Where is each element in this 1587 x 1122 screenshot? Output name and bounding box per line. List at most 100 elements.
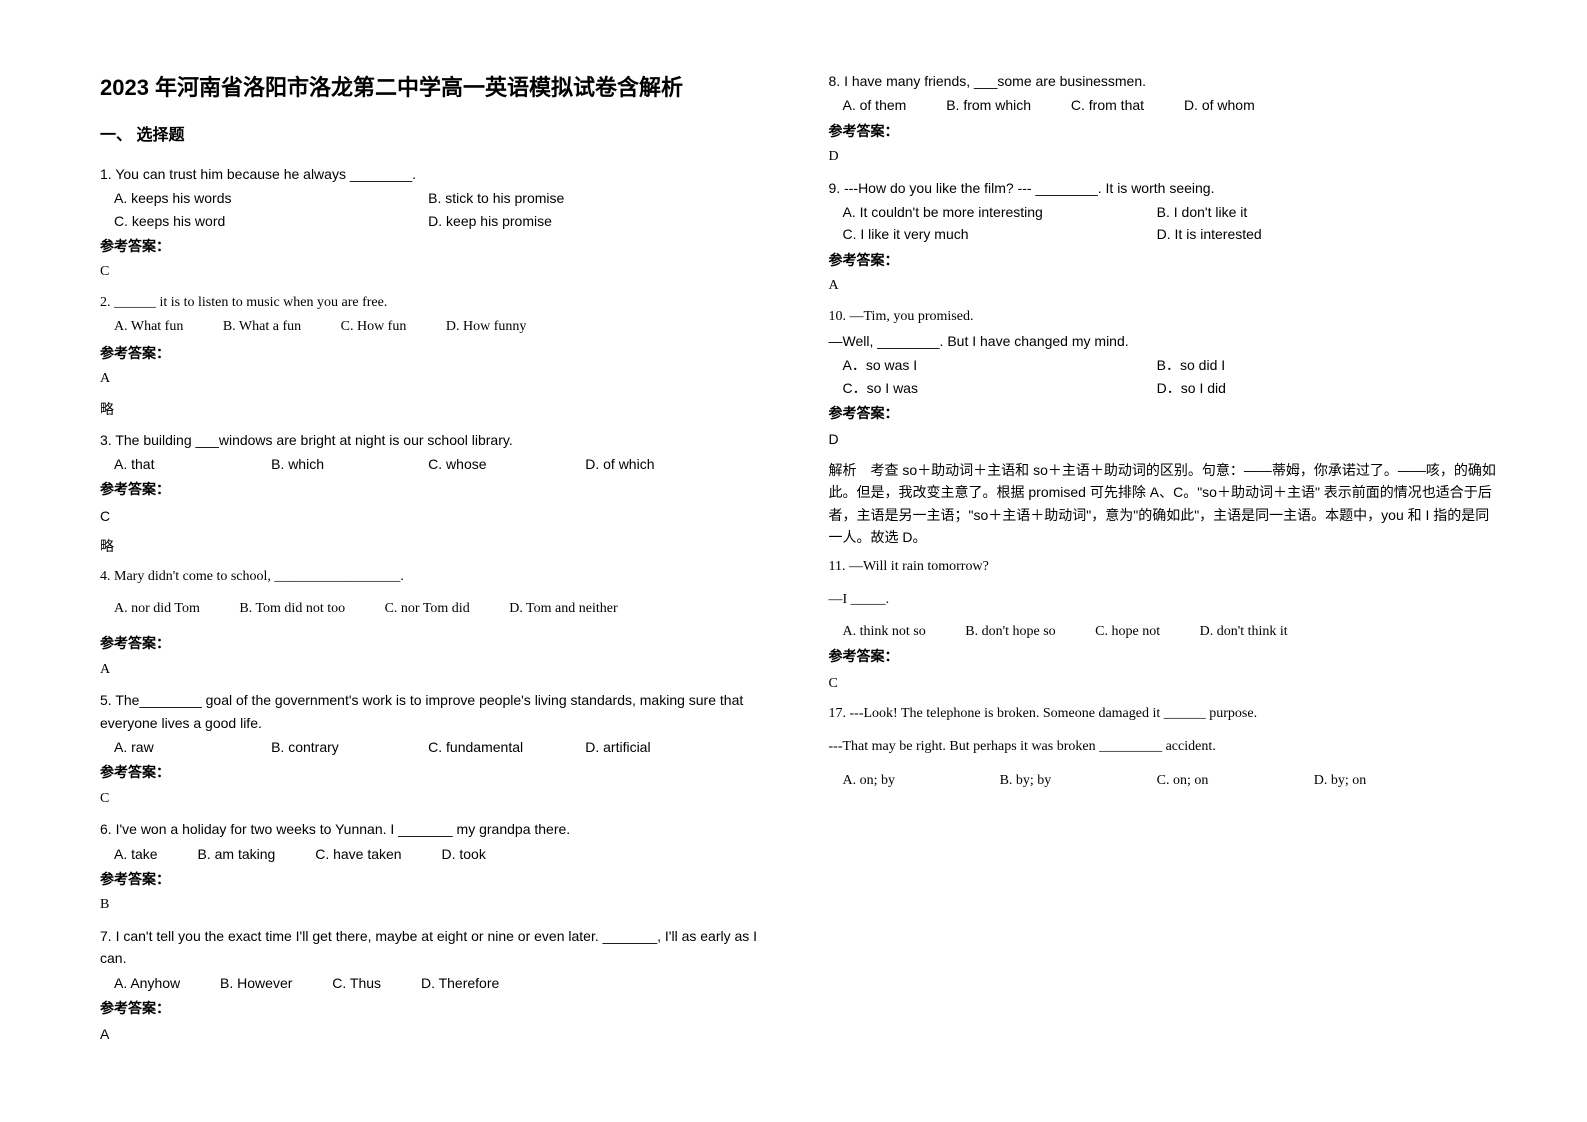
exam-page: 2023 年河南省洛阳市洛龙第二中学高一英语模拟试卷含解析 一、 选择题 1. … bbox=[0, 0, 1587, 1122]
option-c[interactable]: C. on; on bbox=[1157, 770, 1314, 792]
answer-label: 参考答案： bbox=[829, 249, 1498, 271]
answer-label: 参考答案： bbox=[100, 235, 769, 257]
option-c[interactable]: C. whose bbox=[428, 453, 585, 475]
option-b[interactable]: B. What a fun bbox=[223, 316, 301, 338]
option-b[interactable]: B. However bbox=[220, 972, 292, 994]
question-number: 2. bbox=[100, 295, 111, 310]
question-number: 1. bbox=[100, 166, 112, 182]
option-a[interactable]: A. Anyhow bbox=[114, 972, 180, 994]
option-a[interactable]: A. take bbox=[114, 843, 158, 865]
option-a[interactable]: A. on; by bbox=[843, 770, 1000, 792]
option-d[interactable]: D. of whom bbox=[1184, 94, 1255, 116]
option-a[interactable]: A. that bbox=[114, 453, 271, 475]
stem-text: You can trust him because he always ____… bbox=[115, 166, 416, 182]
option-c[interactable]: C. from that bbox=[1071, 94, 1144, 116]
option-b[interactable]: B. contrary bbox=[271, 736, 428, 758]
question-number: 10. bbox=[829, 309, 847, 324]
option-d[interactable]: D. of which bbox=[585, 453, 742, 475]
question-10: 10. —Tim, you promised. —Well, ________.… bbox=[829, 306, 1498, 549]
option-a[interactable]: A. It couldn't be more interesting bbox=[843, 201, 1157, 223]
answer-label: 参考答案： bbox=[829, 647, 1498, 669]
question-9: 9. ---How do you like the film? --- ____… bbox=[829, 177, 1498, 298]
question-stem-2: —Well, ________. But I have changed my m… bbox=[829, 330, 1498, 352]
answer-value: C bbox=[100, 261, 769, 283]
option-a[interactable]: A．so was I bbox=[843, 354, 1157, 376]
answer-value: C bbox=[829, 673, 1498, 695]
option-a[interactable]: A. raw bbox=[114, 736, 271, 758]
option-b[interactable]: B. stick to his promise bbox=[428, 187, 742, 209]
question-17: 17. ---Look! The telephone is broken. So… bbox=[829, 703, 1498, 792]
option-b[interactable]: B. from which bbox=[946, 94, 1031, 116]
option-b[interactable]: B．so did I bbox=[1157, 354, 1471, 376]
option-c[interactable]: C. I like it very much bbox=[843, 223, 1157, 245]
stem-text: ---How do you like the film? --- _______… bbox=[844, 180, 1214, 196]
option-b[interactable]: B. am taking bbox=[197, 843, 275, 865]
question-stem: 4. Mary didn't come to school, _________… bbox=[100, 566, 769, 588]
question-number: 11. bbox=[829, 559, 846, 574]
answer-label: 参考答案： bbox=[100, 997, 769, 1019]
option-b[interactable]: B. which bbox=[271, 453, 428, 475]
option-d[interactable]: D. Tom and neither bbox=[509, 598, 617, 620]
option-c[interactable]: C. hope not bbox=[1095, 621, 1160, 643]
stem-text: The________ goal of the government's wor… bbox=[100, 692, 743, 730]
question-4: 4. Mary didn't come to school, _________… bbox=[100, 566, 769, 682]
option-c[interactable]: C. Thus bbox=[332, 972, 381, 994]
question-number: 6. bbox=[100, 821, 112, 837]
option-a[interactable]: A. nor did Tom bbox=[114, 598, 200, 620]
answer-explain: 解析 考查 so＋助动词＋主语和 so＋主语＋助动词的区别。句意：——蒂姆，你承… bbox=[829, 459, 1498, 549]
option-c[interactable]: C. keeps his word bbox=[114, 210, 428, 232]
question-stem: 8. I have many friends, ___some are busi… bbox=[829, 70, 1498, 92]
option-d[interactable]: D. don't think it bbox=[1200, 621, 1288, 643]
answer-label: 参考答案： bbox=[829, 402, 1498, 424]
options: A. What fun B. What a fun C. How fun D. … bbox=[114, 316, 769, 338]
option-b[interactable]: B. by; by bbox=[1000, 770, 1157, 792]
answer-label: 参考答案： bbox=[100, 478, 769, 500]
question-stem: 3. The building ___windows are bright at… bbox=[100, 429, 769, 451]
option-b[interactable]: B. I don't like it bbox=[1157, 201, 1471, 223]
option-a[interactable]: A. of them bbox=[843, 94, 907, 116]
question-stem: 1. You can trust him because he always _… bbox=[100, 163, 769, 185]
option-c[interactable]: C. How fun bbox=[341, 316, 407, 338]
stem-text: I have many friends, ___some are busines… bbox=[844, 73, 1146, 89]
stem-text: I've won a holiday for two weeks to Yunn… bbox=[116, 821, 571, 837]
question-2: 2. ______ it is to listen to music when … bbox=[100, 292, 769, 421]
answer-value: C bbox=[100, 788, 769, 810]
option-d[interactable]: D．so I did bbox=[1157, 377, 1471, 399]
option-c[interactable]: C. fundamental bbox=[428, 736, 585, 758]
option-a[interactable]: A. keeps his words bbox=[114, 187, 428, 209]
options: A. raw B. contrary C. fundamental D. art… bbox=[114, 736, 769, 758]
option-d[interactable]: D. by; on bbox=[1314, 770, 1471, 792]
stem-text: ______ it is to listen to music when you… bbox=[114, 295, 387, 310]
option-b[interactable]: B. Tom did not too bbox=[239, 598, 345, 620]
option-d[interactable]: D. It is interested bbox=[1157, 223, 1471, 245]
stem-text: ---Look! The telephone is broken. Someon… bbox=[850, 706, 1258, 721]
option-a[interactable]: A. What fun bbox=[114, 316, 183, 338]
question-number: 17. bbox=[829, 706, 847, 721]
option-d[interactable]: D. Therefore bbox=[421, 972, 499, 994]
question-11: 11. —Will it rain tomorrow? —I _____. A.… bbox=[829, 556, 1498, 695]
answer-value: D bbox=[829, 428, 1498, 450]
question-stem: 11. —Will it rain tomorrow? bbox=[829, 556, 1498, 578]
option-d[interactable]: D. How funny bbox=[446, 316, 527, 338]
option-d[interactable]: D. artificial bbox=[585, 736, 742, 758]
question-5: 5. The________ goal of the government's … bbox=[100, 689, 769, 810]
question-stem: 5. The________ goal of the government's … bbox=[100, 689, 769, 734]
options: A. Anyhow B. However C. Thus D. Therefor… bbox=[114, 972, 769, 994]
option-c[interactable]: C. nor Tom did bbox=[385, 598, 470, 620]
options: A. nor did Tom B. Tom did not too C. nor… bbox=[114, 598, 769, 620]
question-stem: 2. ______ it is to listen to music when … bbox=[100, 292, 769, 314]
question-number: 5. bbox=[100, 692, 112, 708]
answer-value: D bbox=[829, 146, 1498, 168]
answer-label: 参考答案： bbox=[100, 632, 769, 654]
option-d[interactable]: D. keep his promise bbox=[428, 210, 742, 232]
stem-text: Mary didn't come to school, ____________… bbox=[114, 569, 404, 584]
answer-label: 参考答案： bbox=[100, 761, 769, 783]
option-c[interactable]: C. have taken bbox=[315, 843, 401, 865]
answer-explain: 略 bbox=[100, 535, 769, 557]
option-a[interactable]: A. think not so bbox=[843, 621, 926, 643]
option-b[interactable]: B. don't hope so bbox=[965, 621, 1055, 643]
option-c[interactable]: C．so I was bbox=[843, 377, 1157, 399]
question-number: 9. bbox=[829, 180, 841, 196]
question-7-rest: A. Anyhow B. However C. Thus D. Therefor… bbox=[100, 972, 769, 1046]
option-d[interactable]: D. took bbox=[441, 843, 485, 865]
